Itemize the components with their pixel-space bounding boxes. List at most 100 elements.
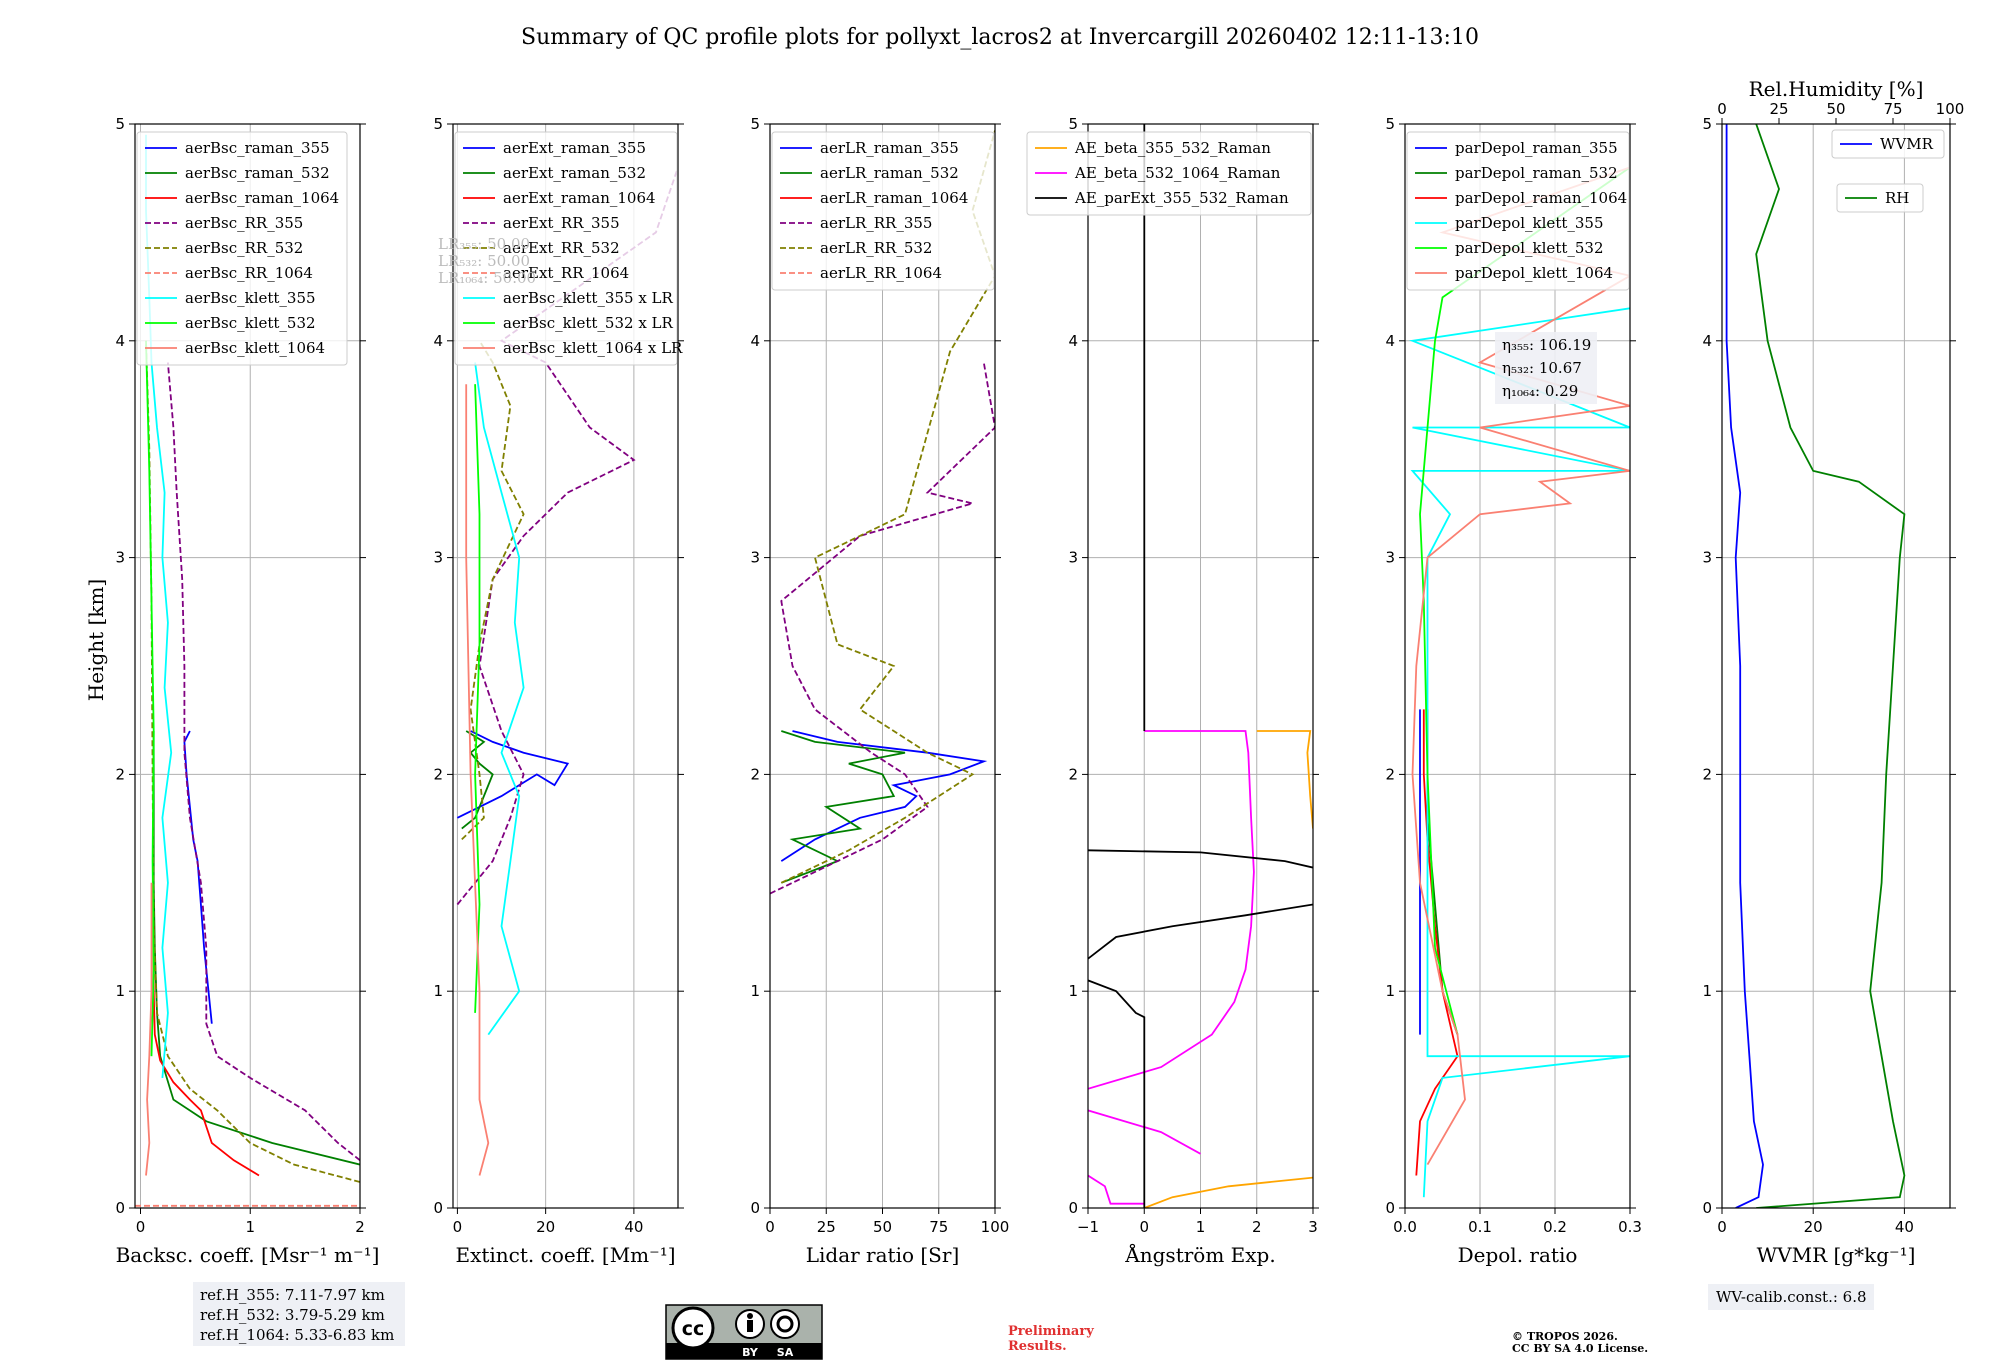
legend: aerBsc_raman_355 aerBsc_raman_532 aerBsc_r…: [136, 131, 348, 366]
series-line-ae-beta-355-532-raman: [1143, 1176, 1313, 1208]
x-tick-label: 0.3: [1618, 1218, 1642, 1236]
x-tick-label: 2: [355, 1218, 365, 1236]
series-line-aerbsc-klett-355-x-lr: [474, 362, 525, 1036]
series-line-rh: [1755, 124, 1906, 1208]
y-axis-label: Height [km]: [84, 579, 108, 701]
x-top-axis-label: Rel.Humidity [%]: [1749, 77, 1924, 101]
series-group: [1088, 124, 1313, 1208]
legend: aerExt_raman_355 aerExt_raman_532 aerExt_r…: [454, 131, 683, 366]
legend-label: aerBsc_klett_355 x LR: [503, 289, 674, 307]
y-tick-label: 1: [433, 982, 443, 1000]
legend-box: [771, 131, 995, 291]
y-tick-label: 2: [115, 765, 125, 783]
x-axis-label: Backsc. coeff. [Msr⁻¹ m⁻¹]: [116, 1243, 380, 1267]
y-tick-label: 0: [433, 1199, 443, 1217]
lr-annotation: LR₃₅₅: 50.00: [438, 235, 530, 253]
y-tick-label: 5: [750, 115, 760, 133]
y-tick-label: 2: [433, 765, 443, 783]
y-tick-label: 0: [1068, 1199, 1078, 1217]
series-line-ae-beta-532-1064-raman: [1088, 730, 1255, 1090]
series-line-aerlr-raman-355: [780, 730, 988, 862]
y-tick-label: 3: [1385, 549, 1395, 567]
cc-by-sa-badge: cc BY SA: [665, 1304, 823, 1360]
series-line-ae-beta-532-1064-raman-lower: [1088, 1109, 1201, 1155]
y-tick-label: 4: [1385, 332, 1395, 350]
y-tick-label: 5: [1385, 115, 1395, 133]
series-line-aerbsc-klett-1064-x-lr: [465, 384, 490, 1176]
sa-share-alike-icon: [776, 1315, 794, 1333]
legend-label: aerBsc_RR_355: [185, 214, 303, 232]
legend-label: aerBsc_raman_1064: [185, 189, 339, 207]
y-tick-label: 3: [115, 549, 125, 567]
legend-label: aerExt_raman_355: [503, 139, 646, 157]
panel-6: 0 20 40 0 1 2 3 4 5 WVMR [g*kg⁻¹] 0 25 50 75 100 Rel.Hu…: [1702, 77, 1964, 1267]
y-tick-label: 1: [1385, 982, 1395, 1000]
legend-box: [454, 131, 678, 366]
y-tick-label: 3: [1702, 549, 1712, 567]
by-attribution-icon: [747, 1313, 753, 1319]
legend-label: AE_beta_532_1064_Raman: [1074, 164, 1281, 182]
legend-label: aerLR_raman_1064: [820, 189, 968, 207]
legend-label: aerLR_raman_355: [820, 139, 959, 157]
legend-label: aerLR_RR_355: [820, 214, 932, 232]
legend-label: aerBsc_klett_532: [185, 314, 316, 332]
legend-label: parDepol_klett_1064: [1455, 264, 1613, 282]
legend-label: aerExt_raman_1064: [503, 189, 656, 207]
y-tick-label: 2: [1385, 765, 1395, 783]
series-line-pardepol-klett-1064: [1411, 166, 1630, 1166]
x-tick-label: −1: [1077, 1218, 1099, 1236]
wv-calibration-constant: WV-calib.const.: 6.8: [1716, 1288, 1867, 1306]
legend-box: [1026, 131, 1312, 216]
panel-2: 0 20 40 0 1 2 3 4 5 Extinct. coeff. [Mm⁻¹] aerExt_…: [433, 115, 684, 1267]
x-tick-label: 1: [1196, 1218, 1206, 1236]
x-tick-label: 0.1: [1468, 1218, 1492, 1236]
y-tick-label: 1: [750, 982, 760, 1000]
legend-label: parDepol_raman_355: [1455, 139, 1618, 157]
series-line-ae-parext-355-532-raman-mid: [1088, 903, 1313, 960]
axes-frame: [134, 123, 361, 1209]
wv-calibration-box: WV-calib.const.: 6.8: [1708, 1284, 1874, 1310]
x-top-tick-label: 50: [1826, 100, 1845, 118]
y-tick-label: 1: [1068, 982, 1078, 1000]
series-line-aerlr-rr-355: [770, 362, 995, 895]
legend-label: aerLR_RR_1064: [820, 264, 942, 282]
legend-box: [1836, 183, 1924, 213]
legend: parDepol_raman_355 parDepol_raman_532 parD…: [1406, 131, 1630, 291]
y-tick-label: 4: [750, 332, 760, 350]
x-axis-label: Extinct. coeff. [Mm⁻¹]: [455, 1243, 675, 1267]
y-tick-label: 2: [750, 765, 760, 783]
preliminary-label-line1: Preliminary: [1008, 1324, 1094, 1339]
x-tick-label: 0: [1139, 1218, 1149, 1236]
preliminary-label-line2: Results.: [1008, 1339, 1067, 1354]
x-tick-label: 40: [624, 1218, 643, 1236]
series-line-aerbsc-raman-1064: [152, 926, 260, 1177]
series-line-ae-parext-355-532-raman-upper: [1088, 849, 1313, 869]
legend-rh: RH: [1836, 183, 1924, 213]
legend-label: aerBsc_klett_1064 x LR: [503, 339, 683, 357]
legend-label: aerLR_RR_532: [820, 239, 932, 257]
y-tick-label: 4: [433, 332, 443, 350]
series-line-aerext-rr-532: [461, 340, 525, 841]
series-line-ae-parext-355-532-raman: [1088, 979, 1146, 1208]
legend-label: aerBsc_klett_1064: [185, 339, 325, 357]
y-tick-label: 5: [115, 115, 125, 133]
legend: aerLR_raman_355 aerLR_raman_532 aerLR_rama…: [771, 131, 995, 291]
legend-label: parDepol_klett_532: [1455, 239, 1604, 257]
axes-frame: [452, 123, 679, 1209]
y-tick-label: 0: [750, 1199, 760, 1217]
x-top-tick-label: 0: [1717, 100, 1727, 118]
panel-5: 0.0 0.1 0.2 0.3 0 1 2 3 4 5 Depol. ratio parDepol_r…: [1385, 115, 1641, 1267]
y-tick-label: 3: [1068, 549, 1078, 567]
legend-label: aerBsc_raman_355: [185, 139, 330, 157]
x-top-tick-label: 100: [1936, 100, 1965, 118]
eta-box: [1495, 332, 1597, 404]
legend-box: [1406, 131, 1630, 291]
eta-annotation: η₅₃₂: 10.67: [1502, 359, 1582, 377]
x-tick-label: 40: [1895, 1218, 1914, 1236]
ref-height-1064: ref.H_1064: 5.33-6.83 km: [200, 1326, 394, 1344]
x-top-tick-label: 25: [1769, 100, 1788, 118]
series-line-wvmr: [1725, 124, 1764, 1208]
x-tick-label: 50: [873, 1218, 892, 1236]
series-line-aerlr-raman-532: [780, 730, 906, 884]
